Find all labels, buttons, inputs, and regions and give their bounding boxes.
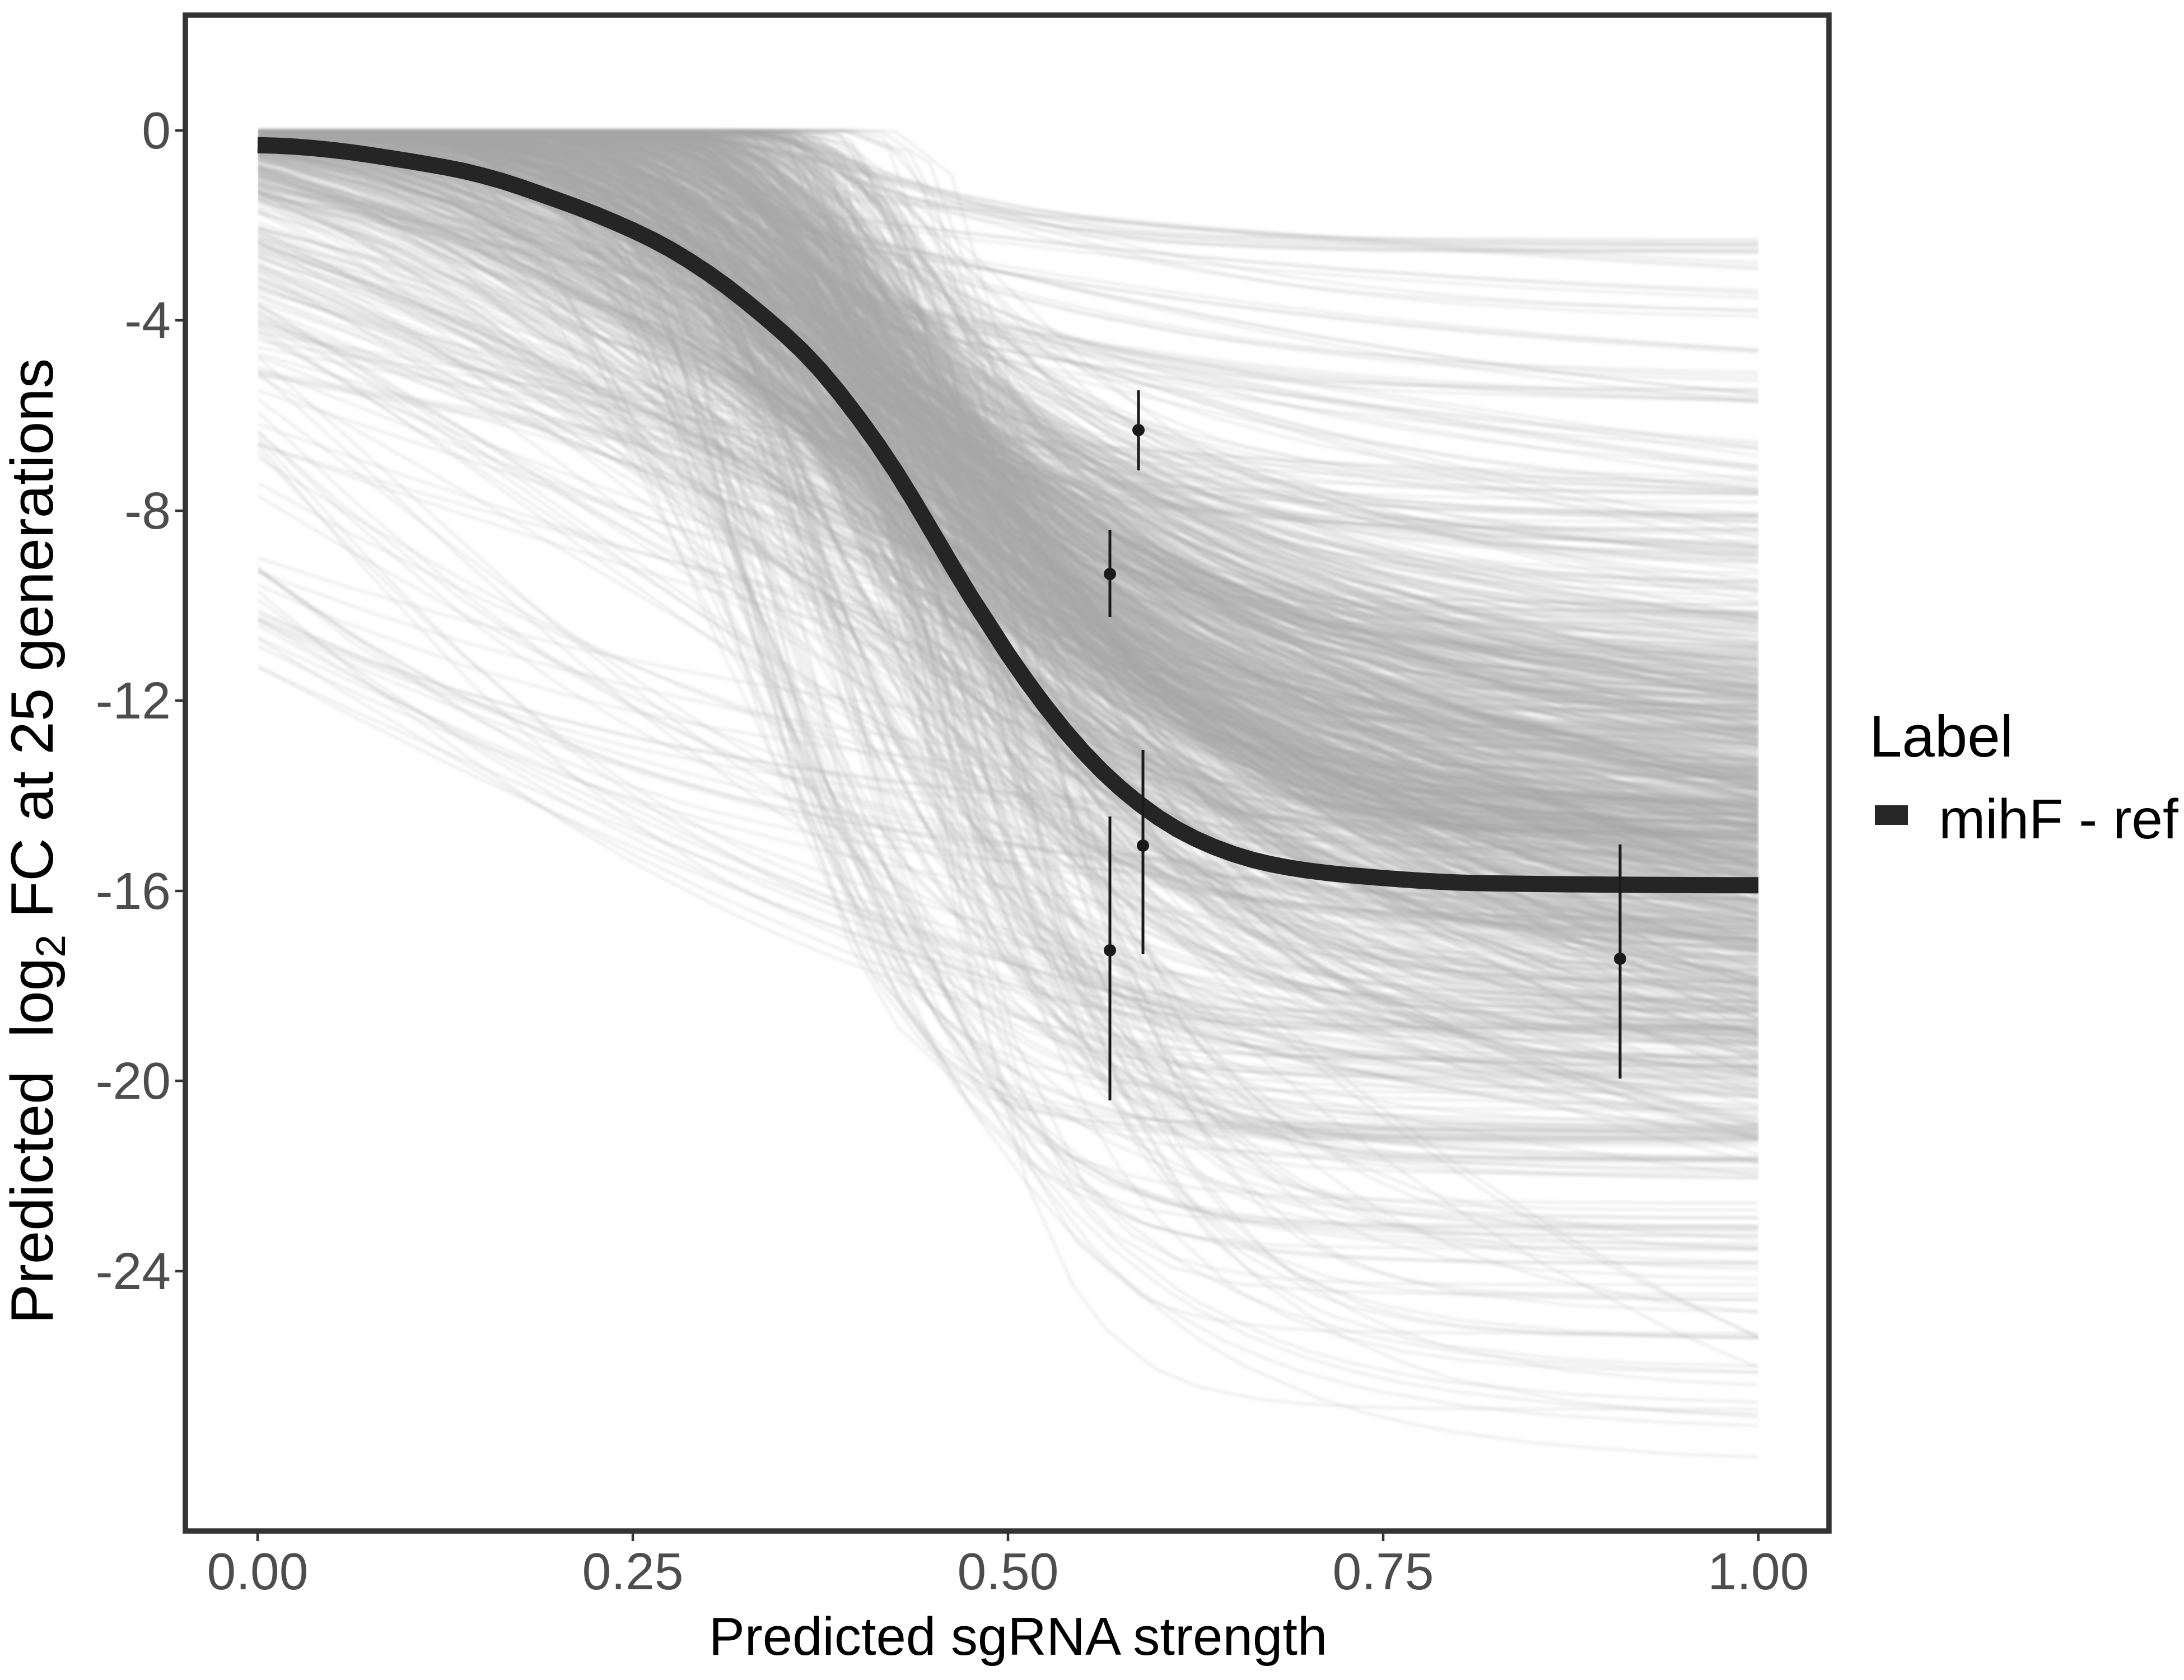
svg-text:-8: -8 [124,482,171,540]
svg-text:-4: -4 [124,291,171,349]
svg-text:-12: -12 [96,671,171,730]
svg-text:Label: Label [1869,704,2013,769]
svg-text:1.00: 1.00 [1707,1542,1809,1600]
svg-text:0: 0 [142,101,171,160]
svg-text:Predicted log2 FC at 25 gener: Predicted log2 FC at 25 generations [0,358,74,1324]
svg-text:0.00: 0.00 [207,1542,308,1600]
svg-text:mihF - ref: mihF - ref [1939,788,2178,851]
svg-text:-16: -16 [96,862,171,920]
svg-text:0.75: 0.75 [1332,1542,1434,1600]
svg-text:-24: -24 [96,1242,171,1300]
svg-text:0.50: 0.50 [957,1542,1058,1600]
svg-text:0.25: 0.25 [582,1542,683,1600]
svg-text:-20: -20 [96,1052,171,1110]
svg-text:Predicted sgRNA strength: Predicted sgRNA strength [709,1607,1328,1667]
